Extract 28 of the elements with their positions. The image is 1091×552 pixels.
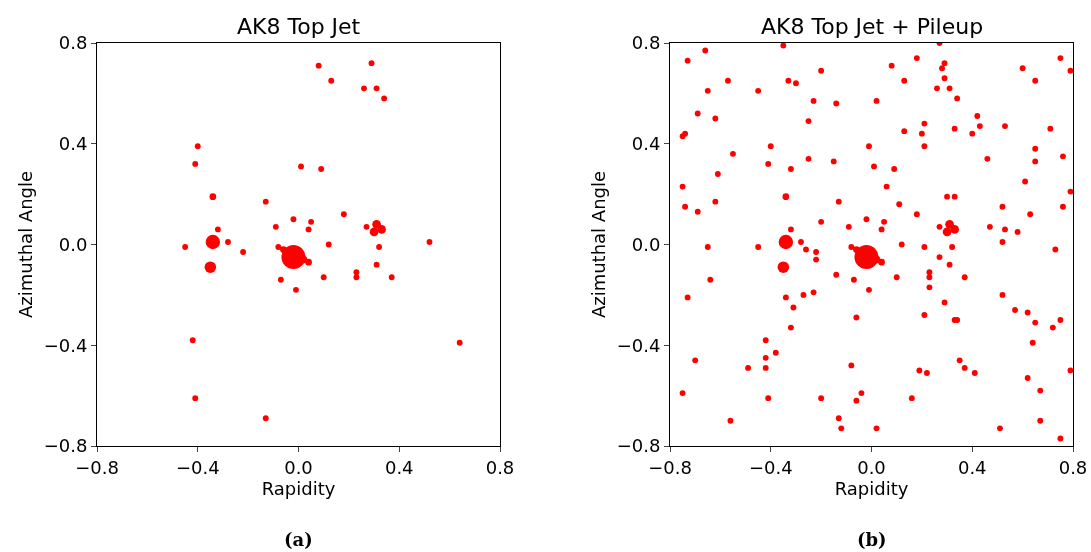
x-tick-label: 0.0	[857, 456, 886, 478]
x-tick-label: 0.8	[1058, 456, 1088, 478]
y-tick-label: 0.0	[631, 233, 661, 255]
y-tick-label: −0.8	[43, 435, 88, 457]
y-tick-label: −0.4	[43, 334, 88, 356]
text: (b)	[857, 529, 887, 550]
y-tick-label: 0.8	[58, 32, 88, 54]
y-tick-label: 0.4	[58, 133, 88, 155]
x-tick-label: −0.4	[175, 456, 220, 478]
y-tick-label: 0.8	[631, 32, 661, 54]
x-axis-title: Rapidity	[834, 477, 909, 499]
chart-title: AK8 Top Jet + Pileup	[761, 14, 984, 39]
chart-title: AK8 Top Jet	[237, 14, 361, 39]
x-tick-label: 0.4	[384, 456, 414, 478]
y-tick-label: −0.4	[616, 334, 661, 356]
x-tick-label: −0.8	[648, 456, 692, 478]
y-axis-title: Azimuthal Angle	[587, 170, 609, 319]
x-axis-title: Rapidity	[261, 477, 336, 499]
y-tick-label: 0.4	[631, 133, 661, 155]
x-tick-label: −0.4	[748, 456, 793, 478]
y-axis-title: Azimuthal Angle	[14, 170, 36, 319]
text: (a)	[284, 529, 313, 550]
x-tick-label: 0.8	[485, 456, 515, 478]
x-tick-label: −0.8	[75, 456, 119, 478]
x-tick-label: 0.0	[284, 456, 313, 478]
x-tick-label: 0.4	[957, 456, 987, 478]
y-tick-label: −0.8	[616, 435, 661, 457]
y-tick-label: 0.0	[58, 233, 88, 255]
